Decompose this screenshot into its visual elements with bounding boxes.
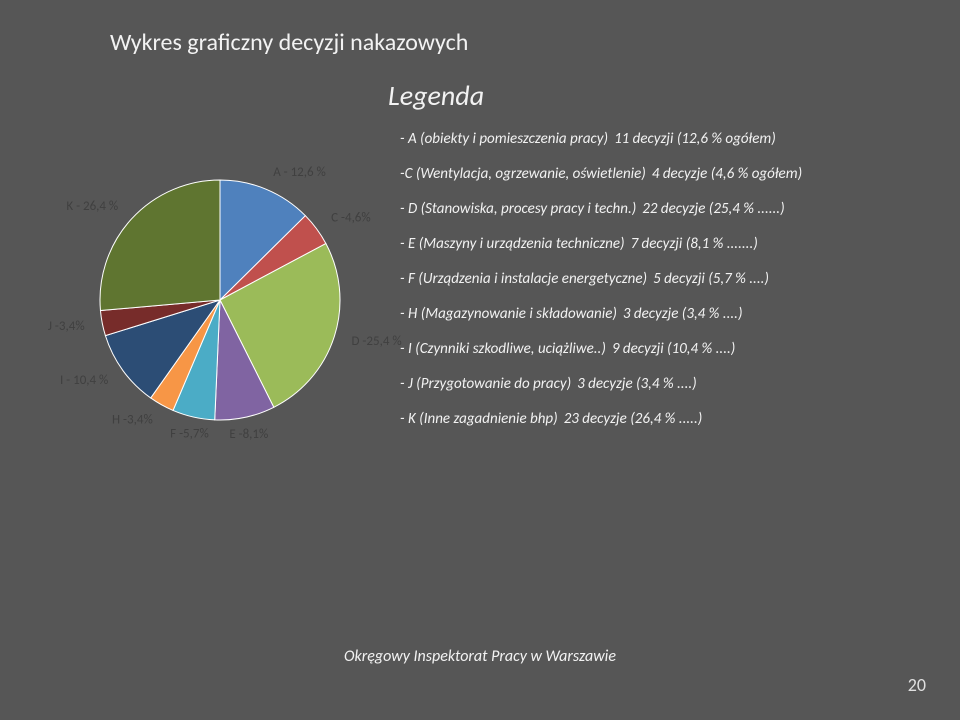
pie-chart: A - 12,6 %C -4,6%D -25,4 %E -8,1%F -5,7%… <box>70 150 370 450</box>
legend-key: - H (Magazynowanie i składowanie) <box>400 305 617 323</box>
pie-label-e: E -8,1% <box>229 427 268 442</box>
slide: Wykres graficzny decyzji nakazowych Lege… <box>0 0 960 720</box>
pie-label-h: H -3,4% <box>112 413 153 428</box>
pie-label-f: F -5,7% <box>170 427 209 442</box>
legend-row: - A (obiekty i pomieszczenia pracy) 11 de… <box>400 130 920 148</box>
legend-value: 9 decyzji (10,4 % ....) <box>612 340 735 358</box>
legend-key: - K (Inne zagadnienie bhp) <box>400 410 558 428</box>
legend-row: - E (Maszyny i urządzenia techniczne) 7 d… <box>400 235 920 253</box>
legend-value: 23 decyzje (26,4 % .....) <box>564 410 703 428</box>
legend-key: - J (Przygotowanie do pracy) <box>400 375 571 393</box>
legend-key: - I (Czynniki szkodliwe, uciążliwe..) <box>400 340 606 358</box>
pie-label-k: K - 26,4 % <box>66 199 118 214</box>
legend-value: 11 decyzji (12,6 % ogółem) <box>614 130 776 148</box>
legend-row: - F (Urządzenia i instalacje energetyczn… <box>400 270 920 288</box>
pie-label-a: A - 12,6 % <box>273 165 326 180</box>
legend-row: - K (Inne zagadnienie bhp) 23 decyzje (26… <box>400 410 920 428</box>
legend-row: - D (Stanowiska, procesy pracy i techn.)… <box>400 200 920 218</box>
legend-key: -C (Wentylacja, ogrzewanie, oświetlenie) <box>400 165 646 183</box>
legend-key: - F (Urządzenia i instalacje energetyczn… <box>400 270 647 288</box>
page-number: 20 <box>908 674 926 696</box>
legend-value: 3 decyzje (3,4 % ....) <box>623 305 743 323</box>
legend-value: 4 decyzje (4,6 % ogółem) <box>652 165 802 183</box>
pie-label-c: C -4,6% <box>331 210 371 225</box>
legend-key: - D (Stanowiska, procesy pracy i techn.) <box>400 200 636 218</box>
pie-label-i: I - 10,4 % <box>60 373 108 388</box>
legend-value: 22 decyzje (25,4 % ......) <box>642 200 784 218</box>
legend-value: 3 decyzje (3,4 % ....) <box>577 375 697 393</box>
legend-row: - J (Przygotowanie do pracy) 3 decyzje (3… <box>400 375 920 393</box>
legend-list: - A (obiekty i pomieszczenia pracy) 11 de… <box>400 130 920 445</box>
page-title: Wykres graficzny decyzji nakazowych <box>110 28 468 57</box>
legend-value: 7 decyzji (8,1 % .......) <box>631 235 758 253</box>
pie-label-d: D -25,4 % <box>352 334 402 349</box>
legend-row: -C (Wentylacja, ogrzewanie, oświetlenie)… <box>400 165 920 183</box>
pie-label-j: J -3,4% <box>48 319 85 334</box>
legend-key: - E (Maszyny i urządzenia techniczne) <box>400 235 625 253</box>
legend-key: - A (obiekty i pomieszczenia pracy) <box>400 130 608 148</box>
legend-heading: Legenda <box>388 78 484 113</box>
legend-row: - I (Czynniki szkodliwe, uciążliwe..) 9 d… <box>400 340 920 358</box>
legend-row: - H (Magazynowanie i składowanie) 3 decyz… <box>400 305 920 323</box>
legend-value: 5 decyzji (5,7 % ....) <box>653 270 769 288</box>
footer-text: Okręgowy Inspektorat Pracy w Warszawie <box>0 647 960 666</box>
